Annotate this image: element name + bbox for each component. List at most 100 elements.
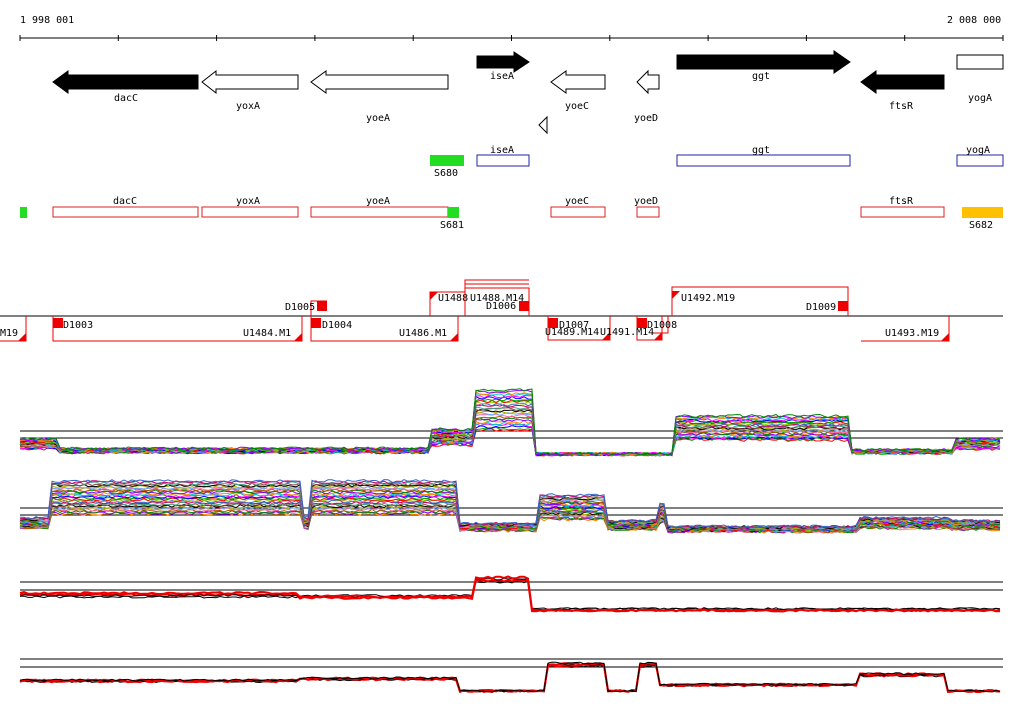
gene-label-yoxA: yoxA — [236, 101, 260, 112]
minus-feature-label-ftsR: ftsR — [889, 196, 914, 207]
gene-yoeC[interactable]: yoeC — [550, 70, 606, 112]
gene-label-yogA: yogA — [968, 93, 992, 104]
site-S680[interactable] — [430, 155, 464, 166]
segment-label-U1486-M1: U1486.M1 — [399, 328, 447, 339]
gene-label-yoeA: yoeA — [366, 113, 390, 124]
site-S682[interactable] — [962, 207, 1003, 218]
site-label-S682: S682 — [969, 220, 993, 231]
expression-track-3 — [19, 575, 1003, 613]
segment-label-U1488: U1488 — [438, 293, 468, 304]
segment-label-D1005: D1005 — [285, 302, 315, 313]
segment-label-D1008: D1008 — [647, 320, 677, 331]
gene-track: dacC yoxA yoeA iseA yoeC yoeD ggt — [52, 50, 1004, 135]
segment-label-U1493-M19: U1493.M19 — [885, 328, 939, 339]
minus-feature-label-yoeC: yoeC — [565, 196, 589, 207]
segment-label-U1488-M14: U1488.M14 — [470, 293, 524, 304]
minus-feature-ftsR[interactable] — [860, 206, 945, 218]
segment-marker-D1008 — [637, 318, 647, 328]
segment-label-D1003: D1003 — [63, 320, 93, 331]
expression-track-4 — [19, 658, 1003, 694]
segment-corner-U1491-M14 — [654, 332, 662, 340]
gene-ggt[interactable]: ggt — [676, 50, 851, 82]
gene-yoeA[interactable]: yoeA — [310, 70, 449, 124]
segment-marker-D1009 — [838, 301, 848, 311]
gene-label-yoeD: yoeD — [634, 113, 658, 124]
gene-label-iseA: iseA — [490, 71, 514, 82]
segmentation-track: D1005 U1488 U1488.M14 D1006 U1492.M19 D1… — [0, 279, 1003, 342]
gene-label-yoeC: yoeC — [565, 101, 589, 112]
segment-marker-D1003 — [53, 318, 63, 328]
gene-yogA[interactable]: yogA — [956, 54, 1004, 104]
segment-corner-U1492-M19 — [672, 291, 680, 299]
minus-feature-label-yoxA: yoxA — [236, 196, 260, 207]
segment-label-M19: M19 — [0, 328, 18, 339]
gene-yoeC-fragment[interactable] — [538, 115, 548, 135]
segment-label-U1484-M1: U1484.M1 — [243, 328, 291, 339]
track1-profile-line — [19, 419, 1001, 457]
site-green-left[interactable] — [20, 207, 27, 218]
plus-feature-track: S680 iseA ggt yogA — [430, 145, 1004, 179]
track3-profile-line — [19, 580, 1001, 611]
segment-marker-D1006 — [519, 301, 529, 311]
gene-ftsR[interactable]: ftsR — [860, 70, 945, 112]
gene-dacC[interactable]: dacC — [52, 70, 199, 104]
minus-feature-yoeA[interactable] — [310, 206, 449, 218]
track1-profile-line — [19, 401, 1001, 456]
segment-label-D1004: D1004 — [322, 320, 352, 331]
plus-feature-label-ggt: ggt — [752, 145, 770, 156]
minus-feature-label-dacC: dacC — [113, 196, 137, 207]
track4-profile-line — [19, 664, 1001, 693]
segment-corner-U1493-M19 — [941, 333, 949, 341]
minus-feature-yoeD[interactable] — [636, 206, 660, 218]
minus-feature-dacC[interactable] — [52, 206, 199, 218]
expression-track-2 — [19, 478, 1003, 534]
expression-track-1 — [19, 388, 1003, 457]
plus-feature-label-yogA: yogA — [966, 145, 990, 156]
plus-feature-label-iseA: iseA — [490, 145, 514, 156]
segment-marker-D1004 — [311, 318, 321, 328]
track3-profile-line — [19, 575, 1001, 613]
segment-label-D1009: D1009 — [806, 302, 836, 313]
segment-label-D1006: D1006 — [486, 301, 516, 312]
plus-feature-iseA[interactable] — [476, 154, 530, 167]
segment-corner-U1488 — [430, 292, 438, 300]
ruler: 1 998 001 2 008 000 — [19, 15, 1004, 41]
track2-profile-lines — [19, 478, 1001, 534]
segment-label-U1492-M19: U1492.M19 — [681, 293, 735, 304]
plus-feature-yogA[interactable] — [956, 154, 1004, 167]
gene-yoeD[interactable]: yoeD — [634, 69, 660, 124]
gene-label-ftsR: ftsR — [889, 101, 914, 112]
track1-profile-line — [20, 389, 1001, 456]
ruler-ticks — [19, 35, 1004, 41]
track1-profile-lines — [19, 388, 1001, 457]
gene-label-dacC: dacC — [114, 93, 138, 104]
segment-corner-U1489-M14 — [602, 332, 610, 340]
track3-profile-lines — [19, 575, 1001, 613]
minus-feature-yoxA[interactable] — [201, 206, 299, 218]
segment-label-D1007: D1007 — [559, 320, 589, 331]
track4-profile-line — [19, 663, 1001, 693]
ruler-start-label: 1 998 001 — [20, 15, 74, 26]
minus-feature-yoeC[interactable] — [550, 206, 606, 218]
segment-bracket-U1486-M1[interactable] — [310, 316, 459, 342]
segment-corner-M19 — [18, 333, 26, 341]
site-label-S680: S680 — [434, 168, 458, 179]
gene-label-ggt: ggt — [752, 71, 770, 82]
segment-bracket-U1484-M1[interactable] — [52, 316, 303, 342]
gene-yoxA[interactable]: yoxA — [201, 69, 299, 112]
plus-feature-ggt[interactable] — [676, 154, 851, 167]
track1-profile-line — [19, 397, 1001, 456]
segment-marker-D1005 — [317, 301, 327, 311]
site-label-S681: S681 — [440, 220, 464, 231]
site-S681[interactable] — [448, 207, 459, 218]
track1-profile-line — [19, 394, 1001, 456]
track1-profile-line — [19, 388, 1001, 456]
track2-profile-line — [19, 478, 1001, 529]
minus-feature-label-yoeA: yoeA — [366, 196, 390, 207]
minus-feature-track: dacC yoxA yoeA S681 yoeC yoeD ftsR S682 — [20, 196, 1003, 231]
track4-profile-lines — [19, 661, 1001, 694]
gene-iseA[interactable]: iseA — [476, 51, 530, 82]
segment-corner-U1484-M1 — [294, 333, 302, 341]
segment-marker-D1007 — [548, 318, 558, 328]
